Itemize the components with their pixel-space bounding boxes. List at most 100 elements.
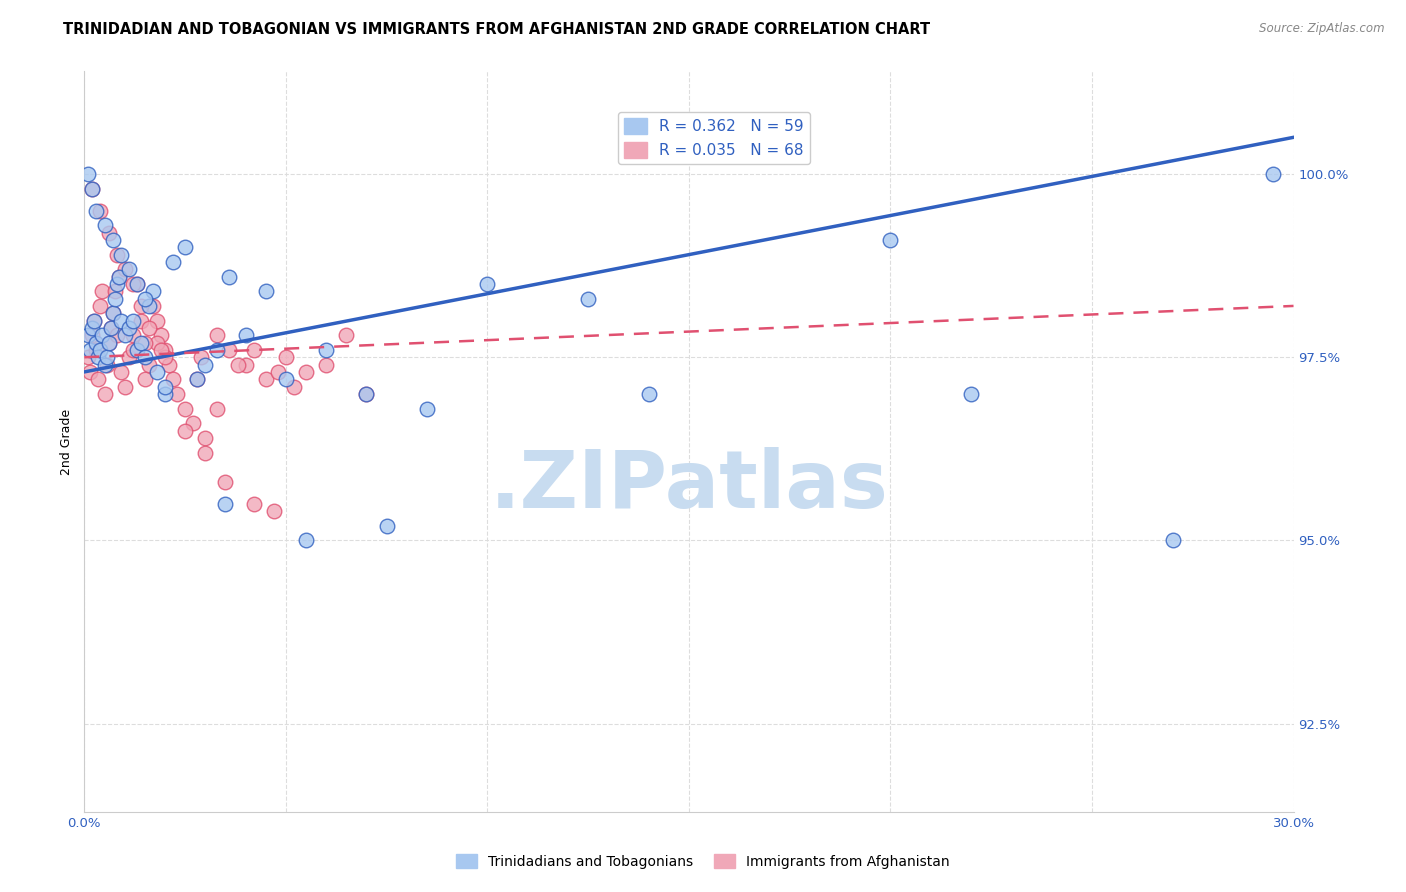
Point (146, 335, 169, 350)
Point (105, 328, 128, 343)
Point (194, 358, 217, 372)
Point (89, 343, 111, 357)
Point (242, 497, 264, 511)
Point (254, 372, 277, 386)
Point (83, 313, 105, 327)
Point (110, 247, 132, 261)
Point (79, 365, 101, 379)
Point (153, 387, 176, 401)
Point (153, 350, 176, 364)
Point (129, 299, 152, 313)
Point (146, 313, 169, 327)
Point (416, 401, 439, 416)
Point (125, 343, 148, 357)
Point (335, 328, 357, 343)
Point (134, 372, 156, 386)
Point (121, 343, 143, 357)
Point (91, 285, 114, 299)
Point (477, 277, 499, 291)
Point (118, 350, 141, 364)
Point (263, 504, 285, 518)
Point (134, 292, 156, 306)
Point (207, 401, 229, 416)
Point (101, 306, 124, 320)
Point (97, 335, 120, 350)
Point (283, 379, 305, 393)
Point (218, 269, 240, 284)
Point (157, 358, 180, 372)
Point (86, 343, 108, 357)
Legend: Trinidadians and Tobagonians, Immigrants from Afghanistan: Trinidadians and Tobagonians, Immigrants… (451, 848, 955, 874)
Point (375, 519, 398, 533)
Point (153, 379, 176, 393)
Point (82, 321, 104, 335)
Point (207, 328, 229, 343)
Point (162, 372, 184, 386)
Point (214, 475, 236, 489)
Point (121, 277, 143, 291)
Point (82, 181, 104, 195)
Point (356, 387, 378, 401)
Point (138, 321, 160, 335)
Point (97, 226, 120, 240)
Point (149, 343, 172, 357)
Point (89, 299, 111, 313)
Point (100, 321, 122, 335)
Point (87, 350, 110, 364)
Point (134, 335, 156, 350)
Point (87, 372, 110, 386)
Point (190, 350, 212, 364)
Point (879, 233, 901, 247)
Point (118, 262, 141, 277)
Point (77, 167, 100, 181)
Point (96, 350, 118, 364)
Point (110, 365, 132, 379)
Point (149, 328, 172, 343)
Point (576, 292, 599, 306)
Point (960, 387, 983, 401)
Point (356, 387, 378, 401)
Point (315, 343, 337, 357)
Point (242, 343, 264, 357)
Point (125, 277, 148, 291)
Point (96, 358, 118, 372)
Point (138, 358, 160, 372)
Point (86, 335, 108, 350)
Point (101, 306, 124, 320)
Point (162, 255, 184, 269)
Point (174, 401, 197, 416)
Point (214, 497, 236, 511)
Y-axis label: 2nd Grade: 2nd Grade (60, 409, 73, 475)
Point (142, 299, 165, 313)
Point (107, 269, 129, 284)
Point (101, 233, 124, 247)
Point (274, 372, 297, 386)
Point (267, 365, 290, 379)
Point (105, 247, 128, 261)
Point (129, 335, 152, 350)
Point (194, 431, 217, 445)
Point (254, 285, 277, 299)
Legend: R = 0.362   N = 59, R = 0.035   N = 68: R = 0.362 N = 59, R = 0.035 N = 68 (619, 112, 810, 164)
Point (295, 365, 318, 379)
Point (235, 328, 257, 343)
Point (83, 313, 105, 327)
Point (637, 387, 659, 401)
Text: Source: ZipAtlas.com: Source: ZipAtlas.com (1260, 22, 1385, 36)
Point (104, 285, 127, 299)
Point (104, 292, 127, 306)
Point (186, 372, 208, 386)
Point (1161, 533, 1184, 548)
Point (79, 343, 101, 357)
Point (181, 416, 204, 430)
Point (174, 424, 197, 438)
Point (77, 350, 100, 364)
Point (93, 358, 115, 372)
Point (105, 277, 128, 291)
Point (100, 321, 122, 335)
Point (82, 328, 104, 343)
Point (114, 328, 136, 343)
Point (93, 387, 115, 401)
Point (166, 387, 188, 401)
Point (226, 358, 249, 372)
